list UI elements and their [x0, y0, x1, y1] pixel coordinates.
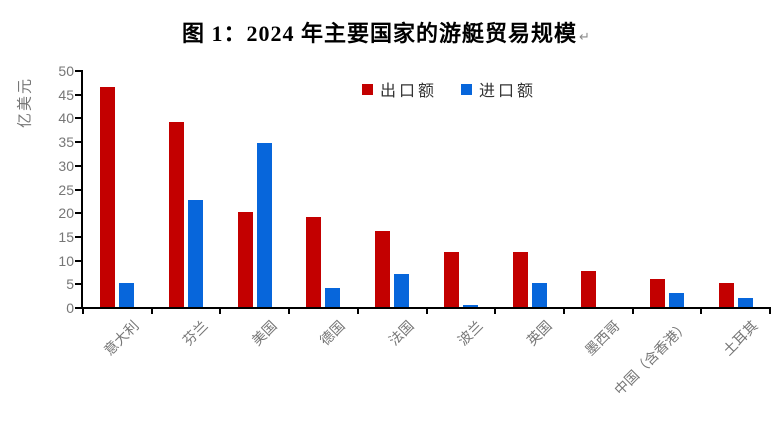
bar-import	[531, 283, 547, 307]
bar-import	[256, 143, 272, 307]
y-tick-label: 35	[58, 134, 74, 151]
legend-swatch-icon	[362, 83, 373, 95]
x-tick-mark	[631, 308, 634, 314]
bar-import	[325, 288, 341, 307]
x-category-label: 英国	[524, 318, 555, 350]
y-tick-label: 30	[58, 157, 74, 174]
x-tick-mark	[425, 308, 428, 314]
y-tick-label: 25	[58, 181, 74, 198]
y-tick-label: 45	[58, 86, 74, 103]
y-tick-label: 0	[66, 300, 74, 316]
bar-import	[668, 292, 684, 307]
bar-export	[581, 271, 597, 307]
x-category-label: 土耳其	[720, 318, 762, 360]
y-tick-label: 5	[66, 276, 74, 293]
y-tick-label: 40	[58, 110, 74, 127]
y-tick-mark	[75, 307, 81, 309]
x-category-label: 意大利	[102, 318, 143, 360]
x-tick-mark	[288, 308, 291, 314]
x-tick-mark	[219, 308, 222, 314]
x-category-label: 德国	[318, 318, 349, 350]
bar-export	[169, 122, 185, 307]
x-tick-mark	[82, 308, 84, 314]
bar-export	[237, 212, 253, 307]
y-tick-mark	[75, 212, 81, 215]
y-tick-mark	[75, 235, 81, 238]
x-category-label: 法国	[387, 318, 418, 350]
bar-export	[100, 86, 116, 307]
y-tick-label: 10	[58, 252, 74, 269]
bar-export	[375, 231, 391, 307]
y-tick-mark	[75, 117, 81, 120]
y-tick-mark	[75, 141, 81, 144]
y-tick-label: 50	[58, 63, 74, 79]
legend-label: 出口额	[380, 83, 438, 100]
bar-export	[443, 252, 459, 307]
x-category-label: 波兰	[455, 318, 487, 350]
x-tick-mark	[150, 308, 153, 314]
legend-swatch-icon	[461, 83, 473, 95]
bar-export	[512, 252, 528, 307]
x-category-label: 墨西哥	[583, 318, 624, 360]
bar-import	[119, 283, 135, 307]
y-tick-mark	[75, 188, 81, 191]
y-tick-label: 15	[58, 228, 74, 245]
legend: 出口额 进口额	[362, 77, 536, 101]
x-category-label: 美国	[249, 318, 281, 350]
y-tick-mark	[75, 283, 81, 286]
legend-item: 出口额	[362, 77, 437, 101]
x-tick-mark	[769, 308, 771, 314]
y-tick-mark	[75, 259, 81, 262]
y-axis-line	[81, 70, 83, 309]
chart-title-text: 图 1：2024 年主要国家的游艇贸易规模	[182, 21, 578, 46]
chart-title: 图 1：2024 年主要国家的游艇贸易规模 ↵	[0, 16, 773, 48]
y-tick-label: 20	[58, 205, 74, 222]
bar-import	[394, 273, 410, 307]
y-tick-mark	[75, 70, 81, 72]
legend-item: 进口额	[461, 77, 536, 101]
x-tick-mark	[700, 308, 703, 314]
legend-label: 进口额	[479, 83, 537, 100]
y-tick-mark	[75, 164, 81, 167]
x-tick-mark	[562, 308, 565, 314]
bar-import	[462, 304, 478, 307]
y-axis-title: 亿美元	[17, 77, 34, 129]
bar-import	[737, 297, 753, 307]
x-tick-mark	[356, 308, 359, 314]
x-tick-mark	[494, 308, 497, 314]
bar-export	[718, 283, 734, 307]
bar-import	[188, 200, 204, 307]
paragraph-mark-icon: ↵	[579, 29, 591, 44]
y-tick-mark	[75, 93, 81, 96]
bar-export	[649, 278, 665, 307]
x-category-label: 芬兰	[181, 318, 212, 350]
bar-export	[306, 216, 322, 307]
